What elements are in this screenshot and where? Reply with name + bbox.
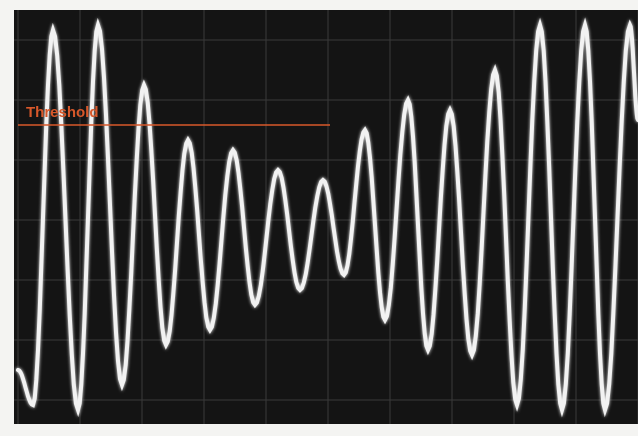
waveform-trace [16,17,638,418]
threshold-label: Threshold [26,104,99,121]
